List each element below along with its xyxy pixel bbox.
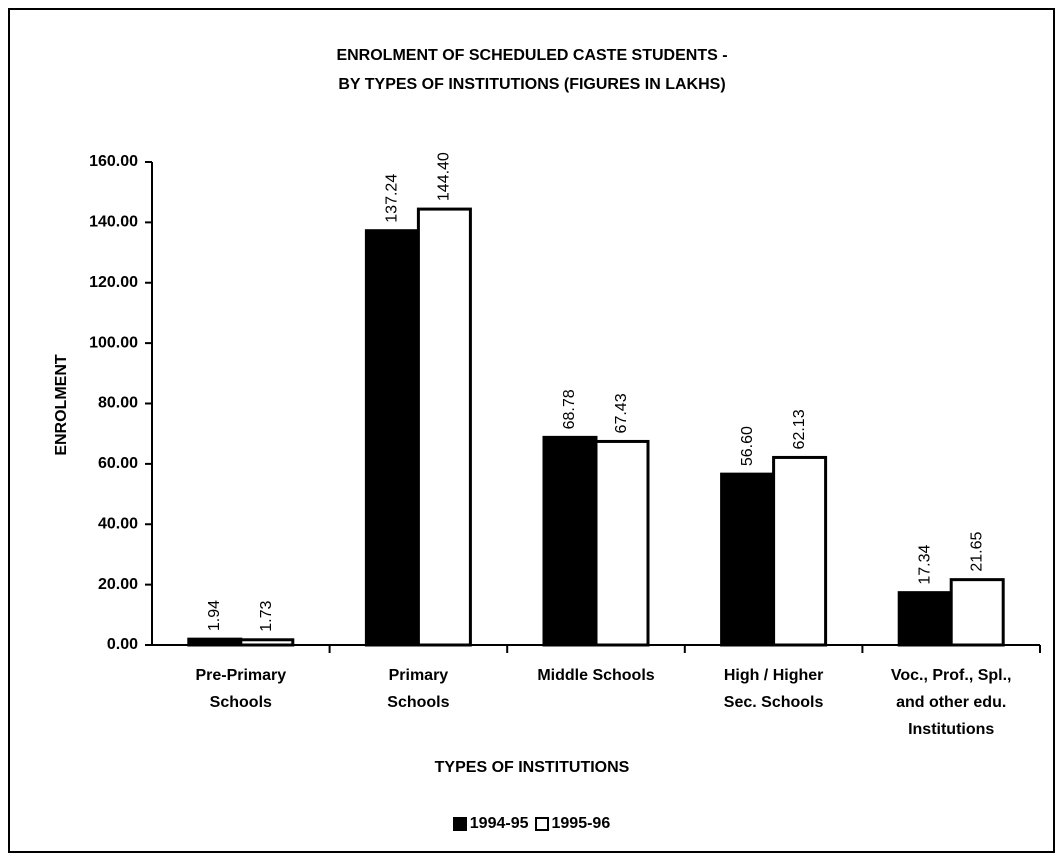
y-tick-label: 40.00 [98, 515, 138, 532]
value-label: 56.60 [739, 426, 756, 466]
y-tick-label: 100.00 [89, 334, 138, 351]
y-tick-label: 20.00 [98, 576, 138, 593]
bar [720, 472, 776, 647]
x-tick-label: High / Higher Sec. Schools [723, 667, 824, 711]
x-tick-label: Pre-Primary Schools [195, 667, 287, 711]
bar [594, 439, 650, 647]
frame [8, 8, 1055, 853]
y-tick-label: 140.00 [89, 214, 138, 231]
bar [364, 229, 420, 647]
value-label: 17.34 [916, 545, 933, 585]
chart-title: BY TYPES OF INSTITUTIONS (FIGURES IN LAK… [338, 76, 725, 93]
legend-label: 1995-96 [551, 815, 611, 832]
value-label: 1.73 [258, 601, 275, 632]
bar [949, 578, 1005, 647]
x-tick-label: Voc., Prof., Spl., and other edu. Instit… [890, 667, 1012, 738]
value-label: 144.40 [436, 152, 453, 201]
bar [542, 435, 598, 647]
value-label: 67.43 [613, 393, 630, 433]
value-label: 1.94 [206, 600, 223, 631]
value-label: 137.24 [384, 174, 401, 223]
y-tick-label: 0.00 [107, 636, 138, 653]
x-axis-label: TYPES OF INSTITUTIONS [435, 759, 630, 776]
legend-item: 1995-96 [534, 815, 611, 833]
legend-swatch [534, 817, 549, 831]
y-tick-label: 120.00 [89, 274, 138, 291]
legend: 1994-95 1995-96 [0, 815, 1063, 833]
value-label: 21.65 [968, 532, 985, 572]
chart-title: ENROLMENT OF SCHEDULED CASTE STUDENTS - [336, 47, 727, 64]
legend-swatch [452, 817, 467, 831]
legend-label: 1994-95 [469, 815, 529, 832]
y-tick-label: 80.00 [98, 395, 138, 412]
x-tick-label: Middle Schools [537, 667, 655, 684]
y-axis-label: ENROLMENT [53, 354, 70, 456]
x-tick-label: Primary Schools [387, 667, 450, 711]
bar [772, 455, 828, 647]
value-label: 68.78 [561, 389, 578, 429]
bar [897, 591, 953, 647]
y-tick-label: 160.00 [89, 153, 138, 170]
legend-item: 1994-95 [452, 815, 529, 833]
y-tick-label: 60.00 [98, 455, 138, 472]
bar [416, 207, 472, 647]
value-label: 62.13 [791, 409, 808, 449]
